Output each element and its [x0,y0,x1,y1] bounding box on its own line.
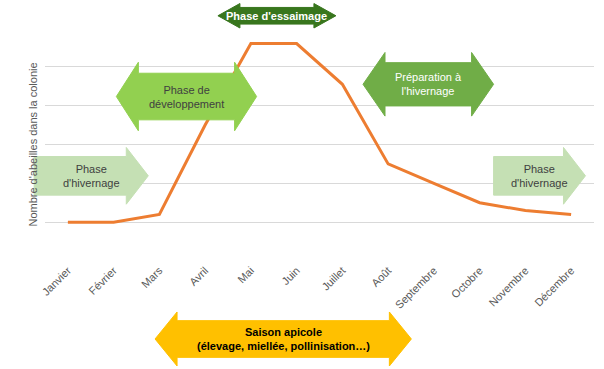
svg-text:Phase dedéveloppement: Phase dedéveloppement [149,84,224,110]
svg-text:Phased'hivernage: Phased'hivernage [511,163,568,189]
svg-text:Septembre: Septembre [393,264,440,311]
svg-text:Saison apicole(élevage, miellé: Saison apicole(élevage, miellée, pollini… [197,326,370,352]
svg-text:Mars: Mars [139,264,165,290]
svg-text:Février: Février [86,264,119,297]
svg-text:Août: Août [369,264,393,288]
svg-text:Décembre: Décembre [532,264,576,308]
svg-text:Préparation àl'hivernage: Préparation àl'hivernage [395,71,462,97]
svg-text:Phase d'essaimage: Phase d'essaimage [226,10,327,22]
svg-text:Nombre d'abeilles dans la colo: Nombre d'abeilles dans la colonie [27,62,39,226]
svg-text:Mai: Mai [235,264,256,285]
svg-text:Janvier: Janvier [40,264,74,298]
svg-text:Octobre: Octobre [449,264,485,300]
svg-text:Juin: Juin [279,264,302,287]
svg-text:Avril: Avril [187,264,210,287]
svg-text:Phased'hivernage: Phased'hivernage [63,163,120,189]
svg-text:Novembre: Novembre [486,264,530,308]
svg-text:Juillet: Juillet [319,264,347,292]
